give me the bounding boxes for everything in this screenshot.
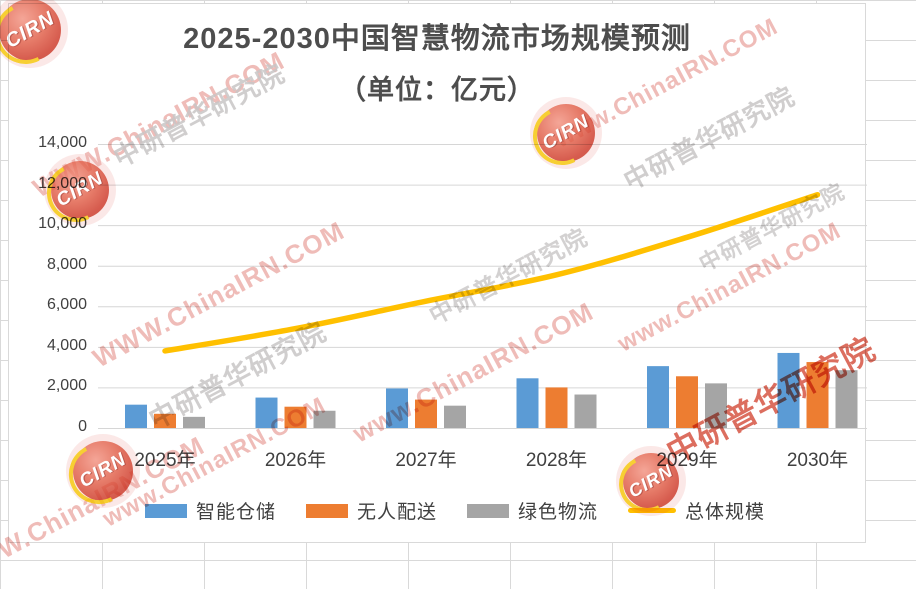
x-tick-label: 2028年: [525, 450, 588, 471]
y-tick-label: 6,000: [46, 296, 87, 314]
chart-panel[interactable]: 2025-2030中国智慧物流市场规模预测 （单位：亿元） 0 2,000 4,00…: [8, 3, 867, 543]
legend-label: 绿色物流: [518, 502, 599, 523]
spreadsheet-background: { "chart_data": { "type": "combo_bar_lin…: [0, 0, 916, 552]
x-tick-label: 2026年: [264, 450, 327, 471]
bar-智能仓储-2029年: [647, 366, 669, 428]
x-tick-label: 2030年: [786, 450, 849, 471]
bar-绿色物流-2029年: [705, 383, 727, 428]
x-tick-label: 2025年: [134, 450, 196, 471]
legend-line-swatch: [628, 508, 677, 513]
bar-智能仓储-2025年: [125, 404, 147, 428]
legend-label: 智能仓储: [195, 502, 276, 523]
bar-无人配送-2027年: [415, 399, 437, 428]
legend-item-总体规模: 总体规模: [628, 497, 765, 524]
bar-智能仓储-2026年: [255, 397, 278, 428]
legend: 智能仓储 无人配送 绿色物流 总体规模: [45, 497, 865, 524]
bar-智能仓储-2028年: [516, 378, 539, 428]
chart-subtitle: （单位：亿元）: [339, 75, 535, 105]
legend-color-swatch: [144, 503, 187, 518]
bar-绿色物流-2027年: [444, 405, 466, 428]
bar-无人配送-2028年: [545, 387, 568, 428]
y-tick-label: 10,000: [38, 215, 87, 233]
bar-智能仓储-2030年: [777, 352, 800, 428]
line-总体规模: [162, 191, 821, 354]
y-tick-label: 2,000: [46, 377, 87, 395]
x-tick-label: 2027年: [395, 450, 457, 471]
legend-item-绿色物流: 绿色物流: [467, 497, 598, 524]
bar-绿色物流-2026年: [313, 410, 336, 428]
chart-title: 2025-2030中国智慧物流市场规模预测: [183, 23, 691, 55]
legend-item-智能仓储: 智能仓储: [144, 497, 276, 524]
bar-无人配送-2026年: [284, 406, 307, 428]
y-tick-label: 4,000: [46, 336, 87, 354]
y-tick-label: 8,000: [46, 255, 87, 273]
legend-color-swatch: [305, 503, 348, 518]
plot-area: [98, 144, 867, 429]
bar-无人配送-2025年: [154, 413, 176, 428]
legend-color-swatch: [467, 503, 509, 518]
y-tick-label: 12,000: [38, 174, 87, 192]
bar-无人配送-2029年: [676, 376, 698, 428]
bar-绿色物流-2025年: [183, 416, 205, 428]
legend-label: 总体规模: [685, 502, 766, 523]
legend-label: 无人配送: [356, 502, 437, 523]
bar-绿色物流-2030年: [835, 370, 858, 428]
x-tick-label: 2029年: [656, 450, 718, 471]
bar-绿色物流-2028年: [574, 394, 597, 428]
bar-智能仓储-2027年: [386, 388, 408, 428]
legend-item-无人配送: 无人配送: [305, 497, 437, 524]
y-tick-label: 14,000: [38, 134, 87, 151]
bar-无人配送-2030年: [806, 362, 829, 428]
y-tick-label: 0: [78, 418, 87, 435]
